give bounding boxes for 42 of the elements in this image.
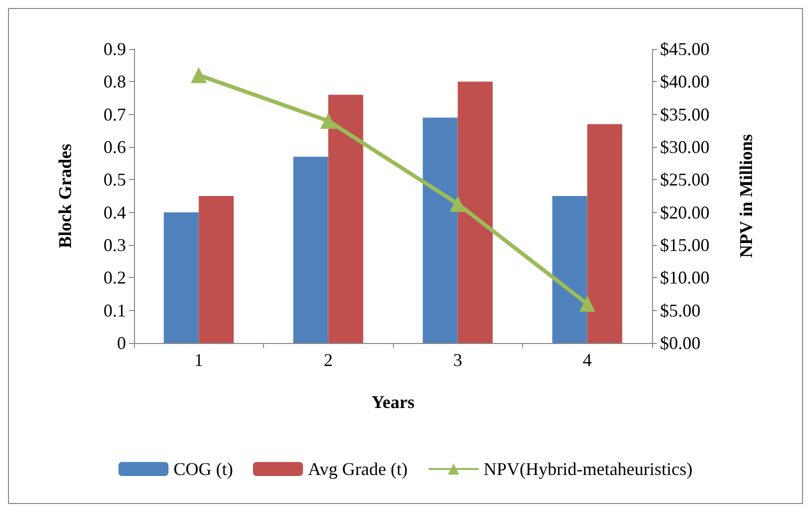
y-tick-label: 0.2: [104, 268, 126, 288]
bar: [164, 212, 199, 343]
point: [190, 67, 207, 84]
legend-label: Avg Grade (t): [308, 459, 408, 479]
legend-label: COG (t): [173, 459, 233, 479]
x-tick-label: 2: [324, 350, 333, 370]
y-tick-label: 0: [117, 333, 126, 353]
y2-tick-label: $10.00: [660, 268, 710, 288]
bar: [198, 196, 234, 343]
y-tick-label: 0.1: [104, 300, 126, 320]
x-axis-title: Years: [372, 392, 414, 412]
y-tick-label: 0.3: [104, 235, 126, 255]
point: [579, 296, 596, 312]
y2-tick-label: $5.00: [660, 300, 700, 320]
x-tick-label: 4: [582, 350, 592, 370]
bar: [587, 124, 622, 343]
y2-tick-label: $20.00: [660, 202, 710, 222]
y-tick-label: 0.9: [104, 39, 126, 59]
y-tick-label: 0.7: [104, 104, 126, 124]
y2-tick-label: $0.00: [660, 333, 700, 353]
point: [320, 112, 336, 129]
y-tick-label: 0.5: [104, 170, 126, 190]
y2-tick-label: $35.00: [660, 104, 710, 124]
bar: [328, 94, 364, 343]
y-tick-label: 0.8: [104, 72, 126, 92]
x-tick-label: 1: [194, 350, 204, 370]
y2-axis-title: NPV in Millions: [736, 134, 756, 258]
y2-tick-label: $25.00: [660, 170, 710, 190]
legend-label: NPV(Hybrid-metaheuristics): [484, 459, 693, 479]
bar: [293, 156, 328, 343]
y2-tick-label: $30.00: [660, 137, 710, 157]
y-tick-label: 0.6: [104, 137, 126, 157]
y-tick-label: 0.4: [104, 202, 126, 222]
y-axis-title: Block Grades: [55, 144, 75, 248]
y2-tick-label: $45.00: [660, 39, 710, 59]
x-tick-label: 3: [453, 350, 462, 370]
bar: [458, 82, 493, 343]
bar: [422, 118, 458, 343]
y2-tick-label: $15.00: [660, 235, 710, 255]
bar: [552, 196, 588, 343]
point: [450, 196, 466, 212]
y2-tick-label: $40.00: [660, 72, 710, 92]
